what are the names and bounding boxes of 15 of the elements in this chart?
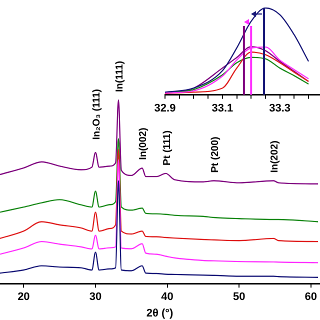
annotation: Pt (111) [162, 130, 173, 166]
annotation: Pt (200) [210, 136, 221, 173]
x-tick-label: 40 [161, 291, 174, 304]
x-tick-label: 32.9 [154, 102, 176, 114]
annotation: In₂O₃ (111) [91, 88, 102, 140]
annotation: In(002) [138, 128, 150, 160]
x-tick-label: 20 [18, 291, 30, 304]
x-tick-label: 30 [89, 291, 102, 304]
annotation: In(111) [114, 60, 126, 92]
annotation: In(202) [270, 140, 281, 173]
x-tick-label: 60 [304, 291, 318, 304]
x-tick-label: 50 [232, 291, 246, 304]
x-tick-label: 33.3 [269, 102, 291, 114]
x-axis-title: 2θ (°) [146, 307, 174, 320]
x-tick-label: 33.1 [212, 102, 234, 114]
